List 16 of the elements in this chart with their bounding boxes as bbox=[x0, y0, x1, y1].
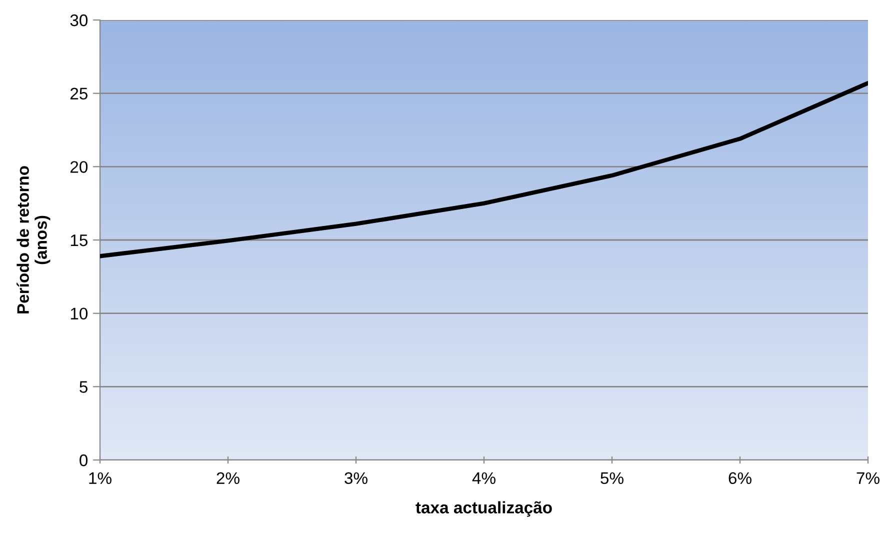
x-tick-label: 7% bbox=[856, 472, 880, 484]
y-tick-label: 5 bbox=[80, 381, 88, 393]
y-tick-label: 15 bbox=[70, 234, 88, 246]
x-axis-title: taxa actualização bbox=[416, 501, 552, 517]
x-tick-label: 4% bbox=[472, 472, 496, 484]
y-tick-label: 10 bbox=[70, 308, 88, 320]
y-axis-title: Período de retorno (anos) bbox=[16, 166, 50, 314]
x-tick-label: 3% bbox=[344, 472, 368, 484]
x-tick-label: 6% bbox=[728, 472, 752, 484]
y-tick-label: 0 bbox=[80, 454, 88, 466]
y-tick-label: 20 bbox=[70, 161, 88, 173]
y-tick-label: 30 bbox=[70, 14, 88, 26]
x-tick-label: 1% bbox=[89, 472, 112, 484]
x-tick-label: 5% bbox=[600, 472, 624, 484]
x-tick-label: 2% bbox=[216, 472, 240, 484]
y-tick-label: 25 bbox=[70, 88, 88, 100]
